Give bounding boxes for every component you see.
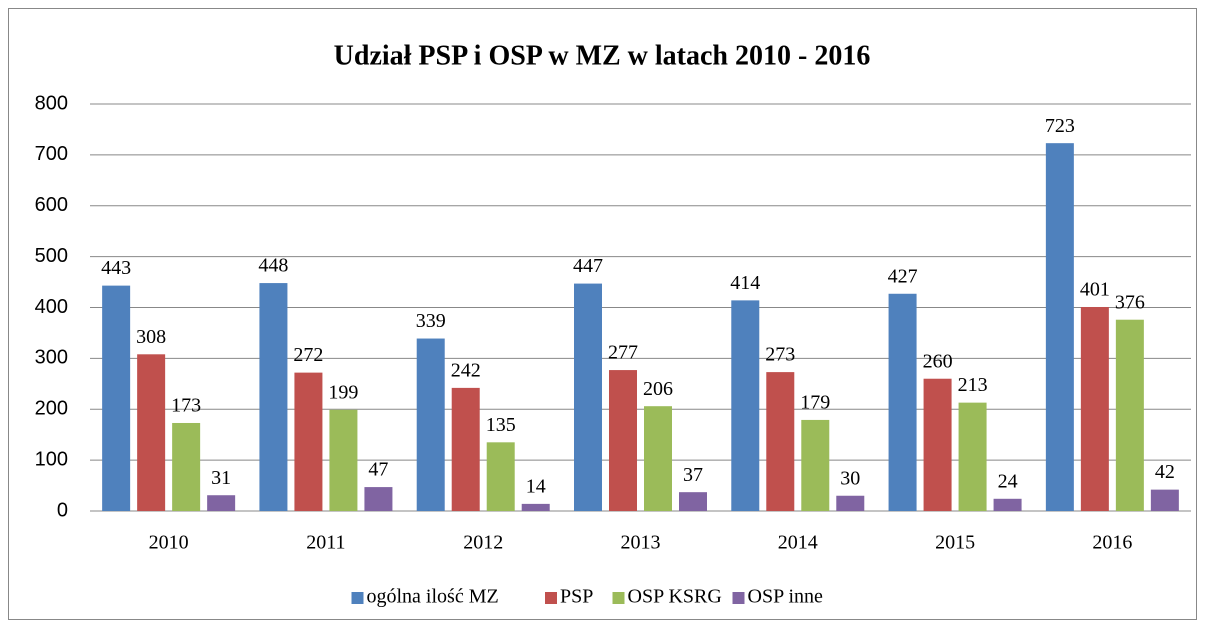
bar xyxy=(294,372,323,511)
chart-border xyxy=(8,8,1197,620)
bar xyxy=(679,492,707,511)
bar xyxy=(172,422,201,511)
legend-label: ogólna ilość MZ xyxy=(367,586,499,608)
x-tick-label: 2014 xyxy=(778,532,818,554)
y-tick-label: 200 xyxy=(35,398,68,420)
bar xyxy=(102,285,131,511)
bar xyxy=(766,372,795,511)
bar xyxy=(329,409,358,511)
value-label: 723 xyxy=(1045,115,1075,137)
value-label: 42 xyxy=(1155,461,1175,483)
bar xyxy=(644,406,672,511)
value-label: 37 xyxy=(683,464,703,486)
bar xyxy=(888,293,917,511)
bar xyxy=(1045,143,1074,511)
y-tick-label: 500 xyxy=(35,245,68,267)
x-tick-label: 2010 xyxy=(149,532,189,554)
bar xyxy=(207,495,236,511)
y-tick-label: 700 xyxy=(35,143,68,165)
bar xyxy=(1150,489,1179,511)
legend-swatch xyxy=(351,592,364,604)
bar xyxy=(609,370,637,511)
value-label: 414 xyxy=(730,272,760,294)
x-tick-label: 2012 xyxy=(463,532,503,554)
value-label: 242 xyxy=(451,359,481,381)
bar xyxy=(1115,319,1144,511)
value-label: 179 xyxy=(800,392,830,414)
bar xyxy=(993,498,1022,511)
y-tick-label: 400 xyxy=(35,296,68,318)
value-label: 24 xyxy=(998,470,1018,492)
bar xyxy=(801,419,830,511)
value-label: 339 xyxy=(416,310,446,332)
value-label: 213 xyxy=(958,374,988,396)
bar xyxy=(958,402,987,511)
y-tick-label: 0 xyxy=(57,499,68,521)
legend-swatch xyxy=(545,592,557,604)
bar xyxy=(137,354,166,511)
value-label: 47 xyxy=(368,459,388,481)
value-label: 273 xyxy=(765,344,795,366)
legend-label: OSP KSRG xyxy=(628,586,722,608)
bar xyxy=(521,503,550,511)
value-label: 173 xyxy=(171,395,201,417)
bar xyxy=(416,338,445,511)
bar xyxy=(731,300,760,511)
value-label: 427 xyxy=(888,265,918,287)
value-label: 199 xyxy=(328,381,358,403)
value-label: 135 xyxy=(486,414,516,436)
legend-swatch xyxy=(612,592,625,604)
value-label: 401 xyxy=(1080,279,1110,301)
value-label: 30 xyxy=(840,467,860,489)
value-label: 447 xyxy=(573,255,603,277)
value-label: 14 xyxy=(526,475,546,497)
legend-label: OSP inne xyxy=(748,586,824,608)
value-label: 206 xyxy=(643,378,673,400)
y-tick-label: 800 xyxy=(35,92,68,114)
value-label: 260 xyxy=(923,350,953,372)
legend-swatch xyxy=(732,592,745,604)
bar xyxy=(1080,306,1109,511)
value-label: 443 xyxy=(101,257,131,279)
bar xyxy=(923,378,952,511)
x-tick-label: 2016 xyxy=(1092,532,1132,554)
y-tick-label: 300 xyxy=(35,347,68,369)
value-label: 272 xyxy=(293,344,323,366)
chart-title: Udział PSP i OSP w MZ w latach 2010 - 20… xyxy=(334,40,871,71)
bar xyxy=(364,487,393,511)
bar xyxy=(451,387,480,511)
bar xyxy=(574,283,602,511)
value-label: 376 xyxy=(1115,291,1145,313)
bar xyxy=(836,495,865,511)
bar xyxy=(259,283,288,511)
x-tick-label: 2011 xyxy=(306,532,345,554)
legend-label: PSP xyxy=(560,586,593,608)
bar xyxy=(486,442,515,511)
value-label: 31 xyxy=(211,467,231,489)
x-tick-label: 2015 xyxy=(935,532,975,554)
value-label: 448 xyxy=(258,255,288,277)
y-tick-label: 100 xyxy=(35,448,68,470)
y-tick-label: 600 xyxy=(35,194,68,216)
value-label: 277 xyxy=(608,342,638,364)
value-label: 308 xyxy=(136,326,166,348)
x-tick-label: 2013 xyxy=(621,532,661,554)
